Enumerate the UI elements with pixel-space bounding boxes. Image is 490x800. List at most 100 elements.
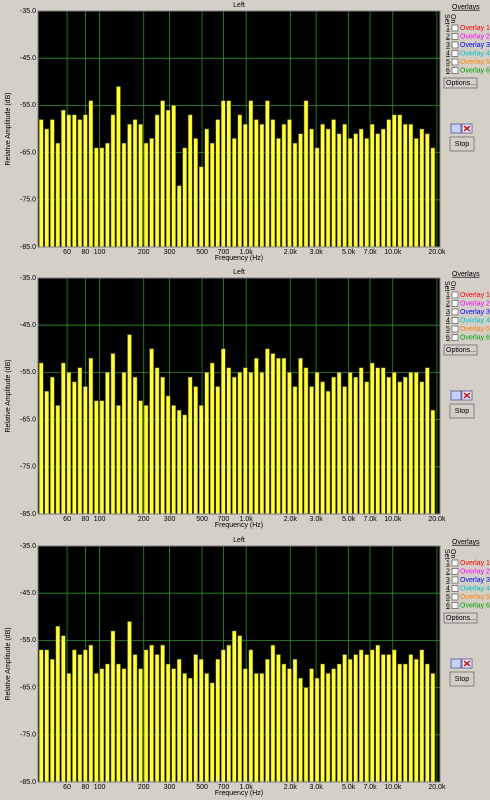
overlay-checkbox[interactable] — [451, 33, 459, 40]
window-icon[interactable] — [450, 658, 462, 669]
stop-button[interactable] — [449, 671, 475, 687]
bar — [39, 119, 44, 248]
bar — [83, 114, 88, 248]
x-tick-label: 10.0k — [384, 784, 402, 791]
overlay-checkbox[interactable] — [451, 585, 459, 592]
bar — [392, 372, 397, 515]
bar — [369, 362, 375, 515]
overlay-checkbox[interactable] — [451, 58, 459, 66]
bar — [397, 114, 403, 248]
bar — [380, 367, 386, 515]
x-tick-label: 5.0k — [342, 516, 356, 523]
window-icon[interactable] — [450, 123, 462, 134]
overlay-checkbox[interactable] — [451, 300, 459, 307]
plot-border — [37, 277, 441, 515]
options-button[interactable] — [443, 344, 478, 356]
bar — [176, 409, 182, 515]
bar — [320, 381, 325, 515]
bar — [77, 367, 83, 515]
bar — [66, 114, 72, 248]
bar — [419, 649, 425, 783]
x-tick-label: 100 — [94, 784, 106, 791]
overlay-checkbox[interactable] — [451, 325, 459, 333]
bar — [248, 649, 254, 783]
on-label: On — [449, 281, 456, 290]
y-tick-label: -85.0 — [20, 511, 36, 518]
bar — [298, 357, 303, 515]
bar — [105, 663, 110, 783]
overlay-label: Overlay 2 — [460, 33, 490, 40]
bar — [44, 649, 50, 783]
overlay-label: Overlay 6 — [460, 334, 490, 341]
bar — [298, 133, 303, 248]
overlay-checkbox[interactable] — [451, 24, 459, 32]
bar — [83, 386, 88, 515]
bar — [138, 400, 143, 515]
bar — [99, 400, 105, 515]
bar — [116, 663, 121, 783]
bar — [292, 142, 298, 248]
bar — [403, 663, 408, 783]
overlays-heading: Overlays — [452, 539, 480, 546]
bar — [160, 644, 165, 783]
bar — [375, 133, 380, 248]
options-button[interactable] — [443, 612, 478, 624]
bar — [358, 128, 364, 248]
bar — [265, 659, 270, 783]
x-tick-label: 2.0k — [284, 249, 298, 256]
bar — [160, 376, 165, 515]
overlay-checkbox[interactable] — [451, 41, 459, 49]
bar — [254, 357, 259, 515]
bar — [143, 649, 149, 783]
x-axis-label: Frequency (Hz) — [215, 255, 263, 262]
bar — [138, 668, 143, 783]
y-tick-label: -65.0 — [20, 416, 36, 423]
bar — [309, 128, 314, 248]
bar — [99, 668, 105, 783]
bar — [210, 682, 215, 783]
bar — [232, 376, 237, 515]
y-tick-label: -45.0 — [20, 322, 36, 329]
bar — [44, 128, 50, 248]
overlay-number: 5 — [446, 59, 450, 66]
stop-button[interactable] — [449, 403, 475, 419]
bar — [425, 663, 430, 783]
overlay-checkbox[interactable] — [451, 50, 459, 57]
overlay-number: 3 — [446, 309, 450, 316]
bar — [215, 659, 221, 783]
overlay-number: 2 — [446, 300, 450, 307]
overlay-number: 1 — [446, 292, 450, 299]
overlay-number: 3 — [446, 42, 450, 49]
bar — [77, 119, 83, 248]
overlay-checkbox[interactable] — [451, 67, 459, 74]
overlay-checkbox[interactable] — [451, 308, 459, 316]
bar — [314, 147, 320, 248]
stop-button[interactable] — [449, 136, 475, 152]
x-tick-label: 3.0k — [310, 784, 324, 791]
overlay-checkbox[interactable] — [451, 568, 459, 575]
window-icon[interactable] — [450, 390, 462, 401]
options-button[interactable] — [443, 77, 478, 89]
overlay-checkbox[interactable] — [451, 559, 459, 567]
bar — [176, 185, 182, 248]
x-tick-label: 300 — [164, 249, 176, 256]
bar — [386, 654, 392, 783]
x-tick-label: 2.0k — [284, 784, 298, 791]
bar — [403, 376, 408, 515]
overlay-checkbox[interactable] — [451, 317, 459, 324]
bar — [50, 119, 55, 248]
overlay-label: Overlay 6 — [460, 602, 490, 609]
bar — [193, 138, 198, 248]
overlay-checkbox[interactable] — [451, 576, 459, 584]
bar — [392, 649, 397, 783]
bar — [61, 635, 66, 783]
overlay-checkbox[interactable] — [451, 593, 459, 601]
overlay-checkbox[interactable] — [451, 334, 459, 341]
bar — [187, 376, 193, 515]
bar — [331, 668, 336, 783]
y-tick-label: -85.0 — [20, 779, 36, 786]
bar — [171, 405, 176, 515]
overlay-checkbox[interactable] — [451, 602, 459, 609]
overlay-checkbox[interactable] — [451, 291, 459, 299]
